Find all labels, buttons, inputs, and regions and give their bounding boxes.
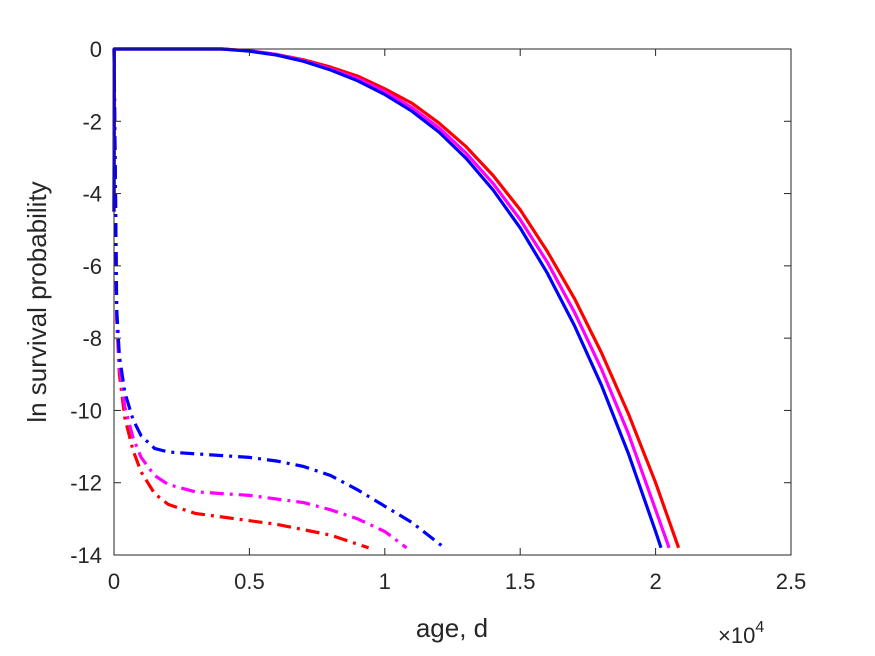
axes-box bbox=[113, 48, 792, 556]
x-axis-label: age, d bbox=[416, 613, 488, 643]
x-tick-label: 2 bbox=[649, 569, 661, 594]
x-exponent-label: ×104 bbox=[718, 619, 764, 648]
series-line-4 bbox=[112, 48, 370, 550]
x-tick-label: 0 bbox=[108, 569, 120, 594]
x-tick-label: 1.5 bbox=[505, 569, 536, 594]
y-ticks: 0 -2 -4 -6 -8 -10 -12 -14 bbox=[70, 37, 791, 568]
y-tick-label: -6 bbox=[82, 254, 102, 279]
y-axis-label: ln survival probability bbox=[22, 181, 52, 422]
x-exponent-base: ×10 bbox=[718, 623, 755, 648]
x-tick-label: 2.5 bbox=[776, 569, 807, 594]
y-tick-label: -12 bbox=[70, 471, 102, 496]
y-tick-label: -10 bbox=[70, 398, 102, 423]
y-tick-label: -8 bbox=[82, 326, 102, 351]
x-ticks: 0 0.5 1 1.5 2 2.5 bbox=[108, 49, 806, 594]
y-tick-label: -2 bbox=[82, 109, 102, 134]
plot-area bbox=[114, 49, 791, 555]
y-tick-label: 0 bbox=[90, 37, 102, 62]
x-exponent-power: 4 bbox=[755, 619, 764, 636]
y-tick-label: -4 bbox=[82, 182, 102, 207]
x-tick-label: 0.5 bbox=[234, 569, 265, 594]
x-tick-label: 1 bbox=[379, 569, 391, 594]
y-tick-label: -14 bbox=[70, 543, 102, 568]
